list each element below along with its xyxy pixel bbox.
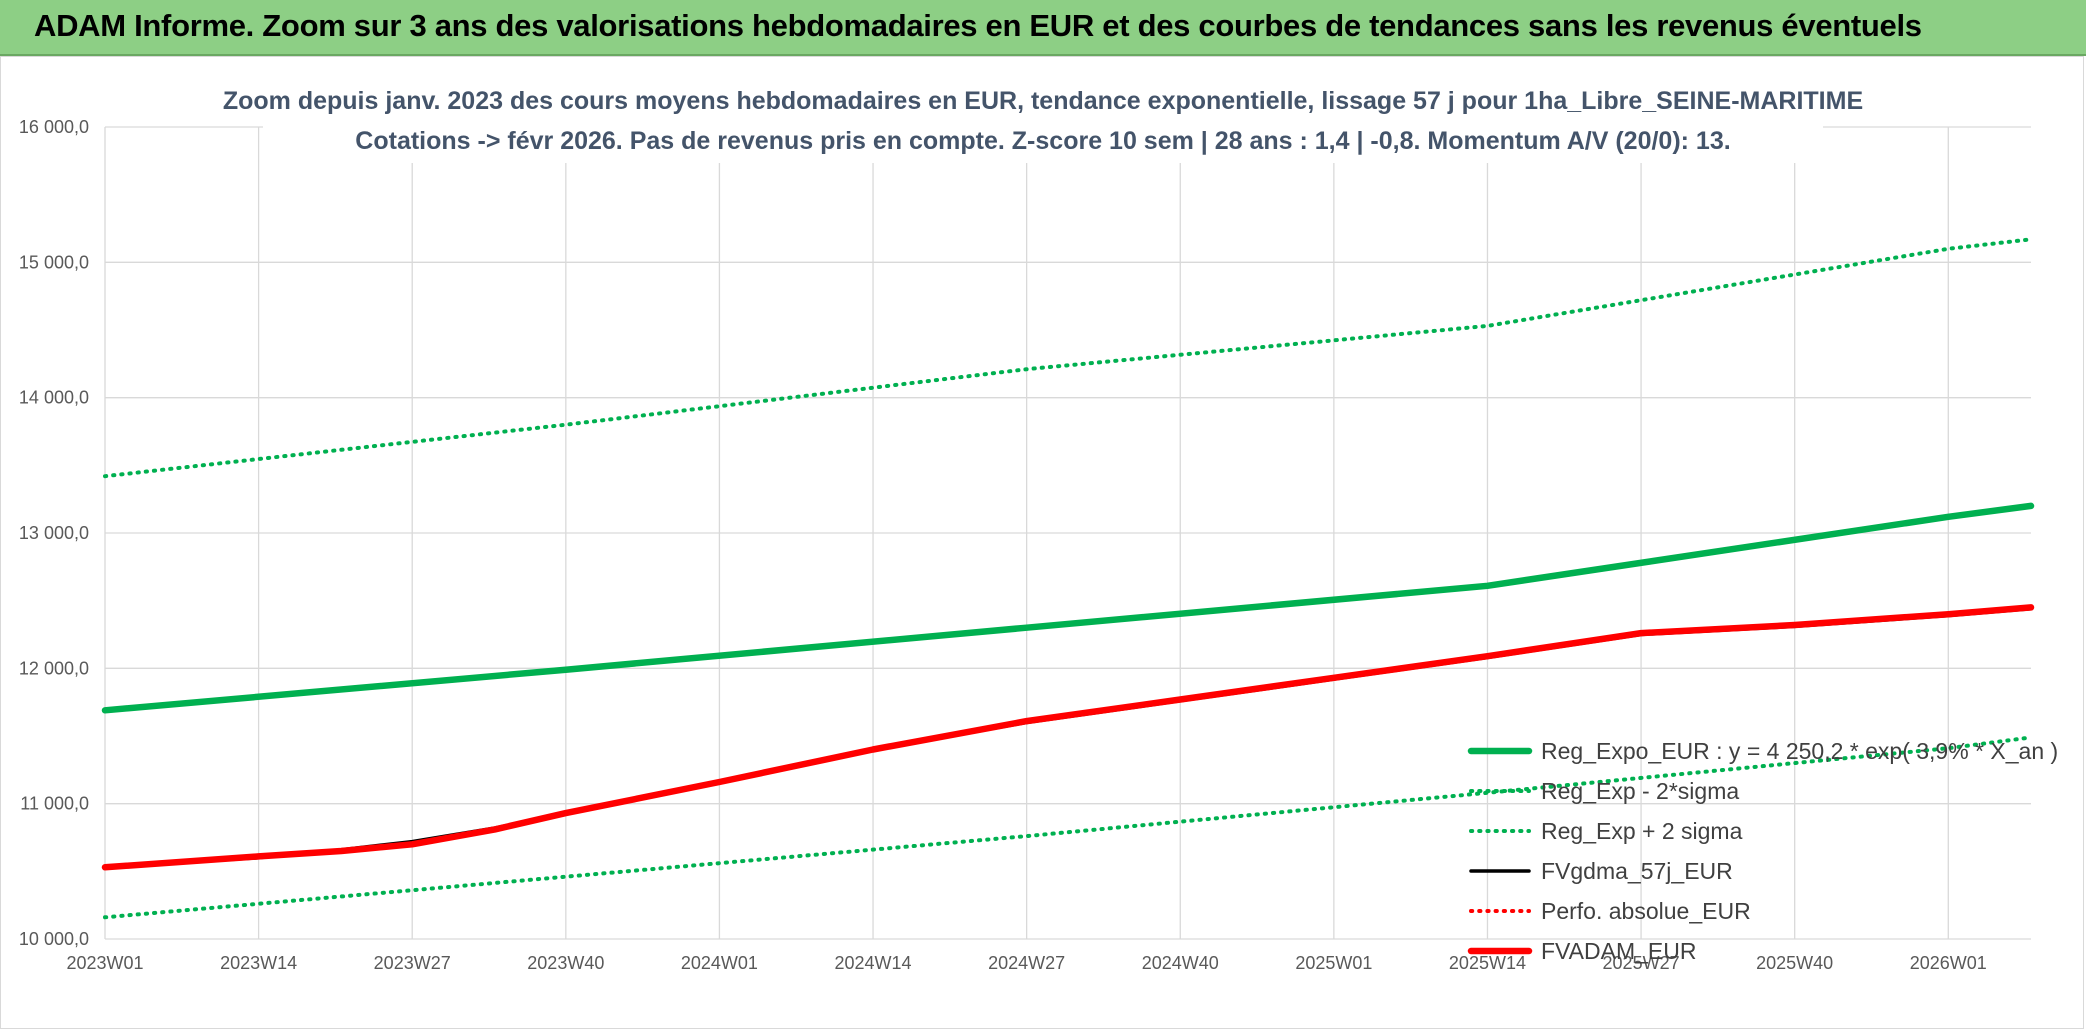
x-tick-label: 2024W01 (681, 953, 758, 973)
y-tick-label: 11 000,0 (20, 794, 89, 814)
x-tick-label: 2025W40 (1756, 953, 1833, 973)
x-tick-label: 2025W27 (1603, 953, 1680, 973)
legend-label: Reg_Exp - 2*sigma (1541, 778, 1739, 804)
chart-area: 10 000,0 11 000,0 12 000,0 13 000,0 14 000,0… (0, 56, 2084, 1029)
series-line-2 (103, 237, 2033, 479)
y-tick-label: 10 000,0 (19, 929, 89, 949)
series-line-1 (103, 735, 2033, 920)
series-line-5 (101, 604, 2035, 871)
x-tick-label: 2024W14 (835, 953, 912, 973)
x-tick-label: 2023W01 (66, 953, 143, 973)
x-tick-label: 2026W01 (1910, 953, 1987, 973)
x-tick-label: 2023W40 (527, 953, 604, 973)
y-tick-label: 16 000,0 (19, 117, 89, 137)
chart-legend: Reg_Expo_EUR : y = 4 250,2 * exp( 3,9% *… (1467, 738, 2058, 964)
legend-label: FVgdma_57j_EUR (1541, 858, 1733, 884)
x-tick-label: 2023W27 (374, 953, 451, 973)
report-title: ADAM Informe. Zoom sur 3 ans des valoris… (34, 8, 1922, 43)
legend-label: FVADAM_EUR (1541, 938, 1697, 964)
x-tick-label: 2025W01 (1295, 953, 1372, 973)
chart-title: Zoom depuis janv. 2023 des cours moyens … (223, 87, 1863, 115)
y-tick-label: 15 000,0 (19, 252, 89, 272)
legend-label: Perfo. absolue_EUR (1541, 898, 1751, 924)
x-tick-label: 2024W27 (988, 953, 1065, 973)
legend-label: Reg_Exp + 2 sigma (1541, 818, 1743, 844)
chart-title-background (263, 79, 1823, 163)
gridlines (104, 126, 2031, 940)
y-tick-label: 12 000,0 (19, 658, 89, 678)
x-tick-label: 2025W14 (1449, 953, 1526, 973)
axis-labels: 10 000,0 11 000,0 12 000,0 13 000,0 14 000,0… (19, 117, 1987, 973)
y-tick-label: 14 000,0 (19, 388, 89, 408)
x-tick-label: 2023W14 (220, 953, 297, 973)
series-line-0 (101, 502, 2035, 714)
series-lines (101, 237, 2035, 920)
line-chart: 10 000,0 11 000,0 12 000,0 13 000,0 14 000,0… (19, 79, 2058, 973)
chart-subtitle: Cotations -> févr 2026. Pas de revenus p… (355, 127, 1730, 155)
legend-label: Reg_Expo_EUR : y = 4 250,2 * exp( 3,9% *… (1541, 738, 2058, 764)
report-banner: ADAM Informe. Zoom sur 3 ans des valoris… (0, 0, 2086, 56)
x-tick-label: 2024W40 (1142, 953, 1219, 973)
y-tick-label: 13 000,0 (19, 523, 89, 543)
